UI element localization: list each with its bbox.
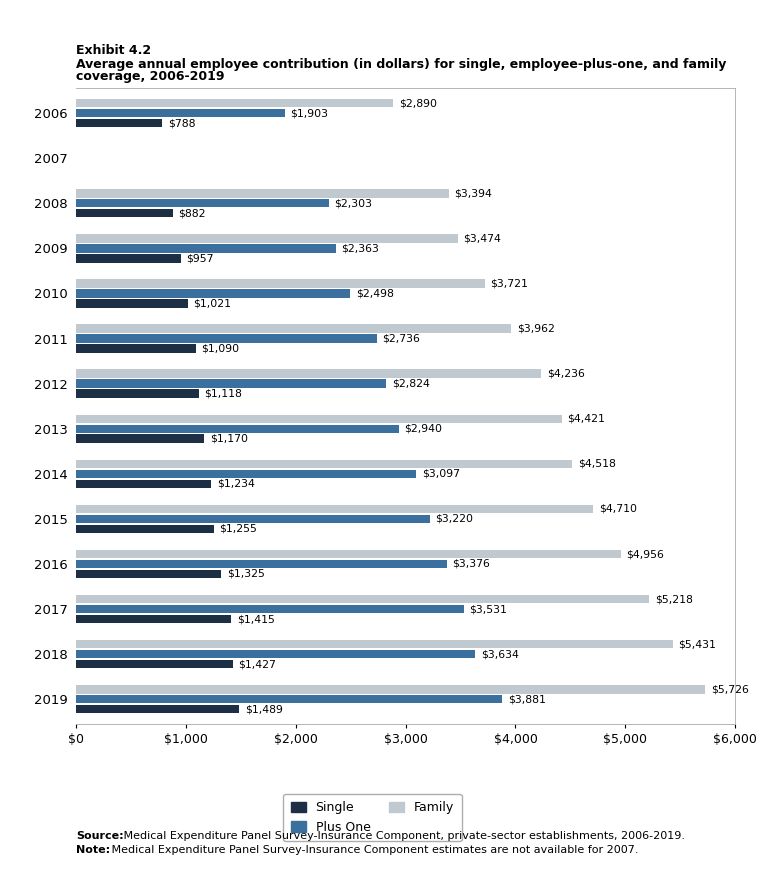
Text: $3,881: $3,881: [508, 694, 546, 705]
Bar: [76, 335, 377, 343]
Text: Exhibit 4.2: Exhibit 4.2: [76, 44, 151, 57]
Bar: [76, 380, 386, 388]
Text: $3,634: $3,634: [481, 649, 518, 660]
Bar: [76, 324, 511, 333]
Text: $1,118: $1,118: [204, 389, 242, 398]
Bar: [76, 615, 231, 623]
Bar: [76, 650, 475, 659]
Bar: [76, 369, 541, 378]
Text: $4,710: $4,710: [599, 504, 637, 514]
Bar: [76, 695, 503, 704]
Text: $2,498: $2,498: [356, 289, 393, 298]
Text: $1,090: $1,090: [201, 343, 240, 353]
Text: $3,097: $3,097: [421, 469, 459, 479]
Bar: [76, 505, 594, 513]
Text: $1,903: $1,903: [290, 108, 328, 118]
Text: $957: $957: [186, 253, 214, 263]
Text: $2,940: $2,940: [405, 424, 443, 434]
Bar: [76, 434, 205, 443]
Text: Average annual employee contribution (in dollars) for single, employee-plus-one,: Average annual employee contribution (in…: [76, 57, 726, 71]
Text: $5,218: $5,218: [655, 594, 693, 604]
Bar: [76, 525, 214, 533]
Text: $1,255: $1,255: [219, 524, 257, 534]
Text: $4,956: $4,956: [626, 549, 664, 559]
Text: $1,325: $1,325: [227, 569, 265, 579]
Bar: [76, 99, 393, 108]
Bar: [76, 550, 621, 558]
Bar: [76, 199, 329, 208]
Text: $2,736: $2,736: [382, 334, 420, 343]
Bar: [76, 234, 458, 243]
Bar: [76, 209, 173, 217]
Text: $3,531: $3,531: [469, 604, 507, 614]
Text: $5,431: $5,431: [678, 639, 716, 649]
Bar: [76, 660, 233, 668]
Text: $3,376: $3,376: [453, 559, 490, 569]
Text: $1,170: $1,170: [210, 434, 248, 443]
Text: $3,394: $3,394: [454, 188, 492, 199]
Bar: [76, 119, 162, 127]
Bar: [76, 344, 196, 352]
Bar: [76, 245, 336, 253]
Bar: [76, 595, 650, 603]
Bar: [76, 415, 562, 423]
Bar: [76, 279, 485, 288]
Bar: [76, 290, 350, 298]
Text: $882: $882: [178, 208, 205, 218]
Text: $2,363: $2,363: [341, 244, 379, 253]
Bar: [76, 470, 416, 478]
Text: Source:: Source:: [76, 831, 124, 841]
Bar: [76, 605, 464, 614]
Bar: [76, 640, 672, 648]
Bar: [76, 560, 447, 568]
Text: $3,220: $3,220: [435, 514, 473, 524]
Bar: [76, 570, 221, 578]
Bar: [76, 109, 285, 117]
Bar: [76, 515, 430, 523]
Bar: [76, 479, 211, 488]
Text: $1,489: $1,489: [245, 704, 283, 714]
Text: coverage, 2006-2019: coverage, 2006-2019: [76, 70, 224, 83]
Bar: [76, 254, 181, 262]
Text: $1,234: $1,234: [217, 479, 255, 488]
Text: $4,421: $4,421: [567, 414, 605, 424]
Text: $3,721: $3,721: [490, 278, 528, 289]
Text: $3,474: $3,474: [463, 233, 501, 244]
Text: $2,890: $2,890: [399, 98, 437, 109]
Text: $1,021: $1,021: [193, 298, 231, 308]
Bar: [76, 189, 449, 198]
Legend: Single, Plus One, Family: Single, Plus One, Family: [283, 794, 462, 841]
Bar: [76, 705, 240, 713]
Bar: [76, 389, 199, 397]
Bar: [76, 685, 705, 693]
Text: $1,415: $1,415: [236, 614, 274, 624]
Text: Medical Expenditure Panel Survey-Insurance Component estimates are not available: Medical Expenditure Panel Survey-Insuran…: [108, 845, 638, 855]
Bar: [76, 425, 399, 433]
Text: Medical Expenditure Panel Survey-Insurance Component, private-sector establishme: Medical Expenditure Panel Survey-Insuran…: [120, 831, 684, 841]
Text: $788: $788: [168, 118, 196, 128]
Text: $3,962: $3,962: [517, 324, 555, 334]
Text: Note:: Note:: [76, 845, 110, 855]
Text: $4,518: $4,518: [578, 459, 615, 469]
Text: $1,427: $1,427: [238, 659, 276, 669]
Text: $4,236: $4,236: [547, 369, 584, 379]
Text: $2,824: $2,824: [392, 379, 430, 389]
Bar: [76, 299, 188, 307]
Text: $2,303: $2,303: [334, 199, 372, 208]
Text: $5,726: $5,726: [711, 684, 748, 694]
Bar: [76, 460, 572, 468]
